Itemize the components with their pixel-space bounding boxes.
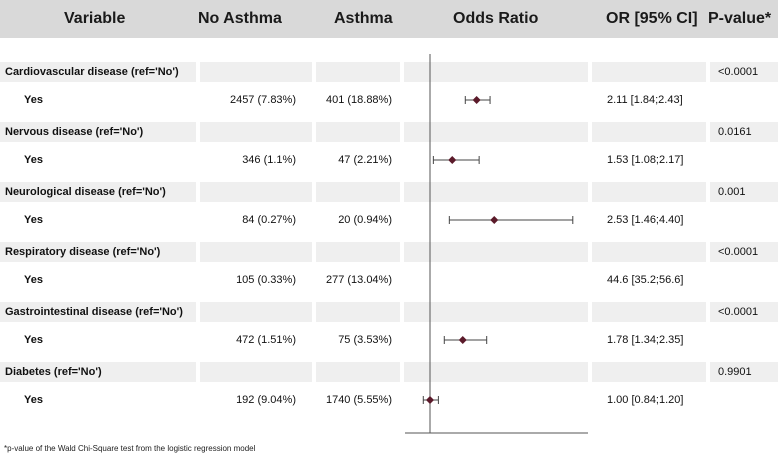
- band-divider: [706, 182, 710, 202]
- or-ci-text: 1.00 [0.84;1.20]: [607, 394, 684, 406]
- asthma-count: 47 (2.21%): [338, 154, 392, 166]
- or-point: [472, 96, 481, 104]
- category-band: [0, 302, 778, 322]
- band-divider: [400, 122, 404, 142]
- level-label: Yes: [24, 334, 43, 346]
- asthma-count: 277 (13.04%): [325, 274, 392, 286]
- no-asthma-count: 2457 (7.83%): [229, 94, 296, 106]
- band-divider: [196, 242, 200, 262]
- level-label: Yes: [24, 214, 43, 226]
- band-divider: [400, 62, 404, 82]
- or-ci-text: 2.11 [1.84;2.43]: [607, 94, 683, 106]
- asthma-count: 20 (0.94%): [338, 214, 392, 226]
- band-divider: [196, 182, 200, 202]
- band-divider: [400, 242, 404, 262]
- or-ci-text: 44.6 [35.2;56.6]: [607, 274, 684, 286]
- band-divider: [196, 362, 200, 382]
- or-ci-text: 1.78 [1.34;2.35]: [607, 334, 684, 346]
- no-asthma-count: 472 (1.51%): [236, 334, 296, 346]
- pvalue-text: <0.0001: [718, 306, 759, 318]
- or-point: [426, 396, 434, 404]
- category-band: [0, 362, 778, 382]
- no-asthma-count: 346 (1.1%): [242, 154, 296, 166]
- band-divider: [706, 302, 710, 322]
- band-divider: [312, 182, 316, 202]
- band-divider: [312, 302, 316, 322]
- footnote: *p-value of the Wald Chi-Square test fro…: [4, 444, 256, 453]
- asthma-count: 401 (18.88%): [325, 94, 392, 106]
- or-point: [448, 156, 457, 164]
- band-divider: [400, 362, 404, 382]
- category-label: Respiratory disease (ref='No'): [5, 246, 161, 258]
- no-asthma-count: 105 (0.33%): [236, 274, 296, 286]
- category-label: Nervous disease (ref='No'): [5, 126, 144, 138]
- header-variable: Variable: [64, 10, 126, 27]
- band-divider: [400, 302, 404, 322]
- band-divider: [588, 242, 592, 262]
- or-point: [458, 336, 467, 344]
- band-divider: [588, 362, 592, 382]
- band-divider: [588, 62, 592, 82]
- band-divider: [706, 362, 710, 382]
- header-no-asthma: No Asthma: [198, 10, 282, 27]
- header-or-ci: OR [95% CI]: [606, 10, 698, 27]
- or-ci-text: 2.53 [1.46;4.40]: [607, 214, 684, 226]
- level-label: Yes: [24, 274, 43, 286]
- header-pvalue: P-value*: [708, 10, 772, 27]
- category-label: Neurological disease (ref='No'): [5, 186, 166, 198]
- category-band: [0, 182, 778, 202]
- band-divider: [196, 302, 200, 322]
- no-asthma-count: 192 (9.04%): [236, 394, 296, 406]
- table-header: Variable No Asthma Asthma Odds Ratio OR …: [0, 0, 778, 38]
- category-band: [0, 122, 778, 142]
- or-ci-text: 1.53 [1.08;2.17]: [607, 154, 684, 166]
- band-divider: [312, 242, 316, 262]
- level-label: Yes: [24, 154, 43, 166]
- band-divider: [312, 122, 316, 142]
- category-label: Cardiovascular disease (ref='No'): [5, 66, 179, 78]
- category-band: [0, 242, 778, 262]
- band-divider: [312, 62, 316, 82]
- band-divider: [706, 122, 710, 142]
- band-divider: [706, 62, 710, 82]
- band-divider: [706, 242, 710, 262]
- category-label: Gastrointestinal disease (ref='No'): [5, 306, 183, 318]
- level-label: Yes: [24, 94, 43, 106]
- band-divider: [312, 362, 316, 382]
- pvalue-text: <0.0001: [718, 66, 759, 78]
- or-point: [490, 216, 499, 224]
- pvalue-text: <0.0001: [718, 246, 759, 258]
- no-asthma-count: 84 (0.27%): [242, 214, 296, 226]
- band-divider: [400, 182, 404, 202]
- band-divider: [196, 122, 200, 142]
- band-divider: [196, 62, 200, 82]
- band-divider: [588, 302, 592, 322]
- band-divider: [588, 182, 592, 202]
- pvalue-text: 0.0161: [718, 126, 752, 138]
- header-asthma: Asthma: [334, 10, 393, 27]
- pvalue-text: 0.9901: [718, 366, 752, 378]
- pvalue-text: 0.001: [718, 186, 746, 198]
- category-band: [0, 62, 778, 82]
- asthma-count: 75 (3.53%): [338, 334, 392, 346]
- category-label: Diabetes (ref='No'): [5, 366, 102, 378]
- header-odds-ratio: Odds Ratio: [453, 10, 539, 27]
- level-label: Yes: [24, 394, 43, 406]
- band-divider: [588, 122, 592, 142]
- asthma-count: 1740 (5.55%): [325, 394, 392, 406]
